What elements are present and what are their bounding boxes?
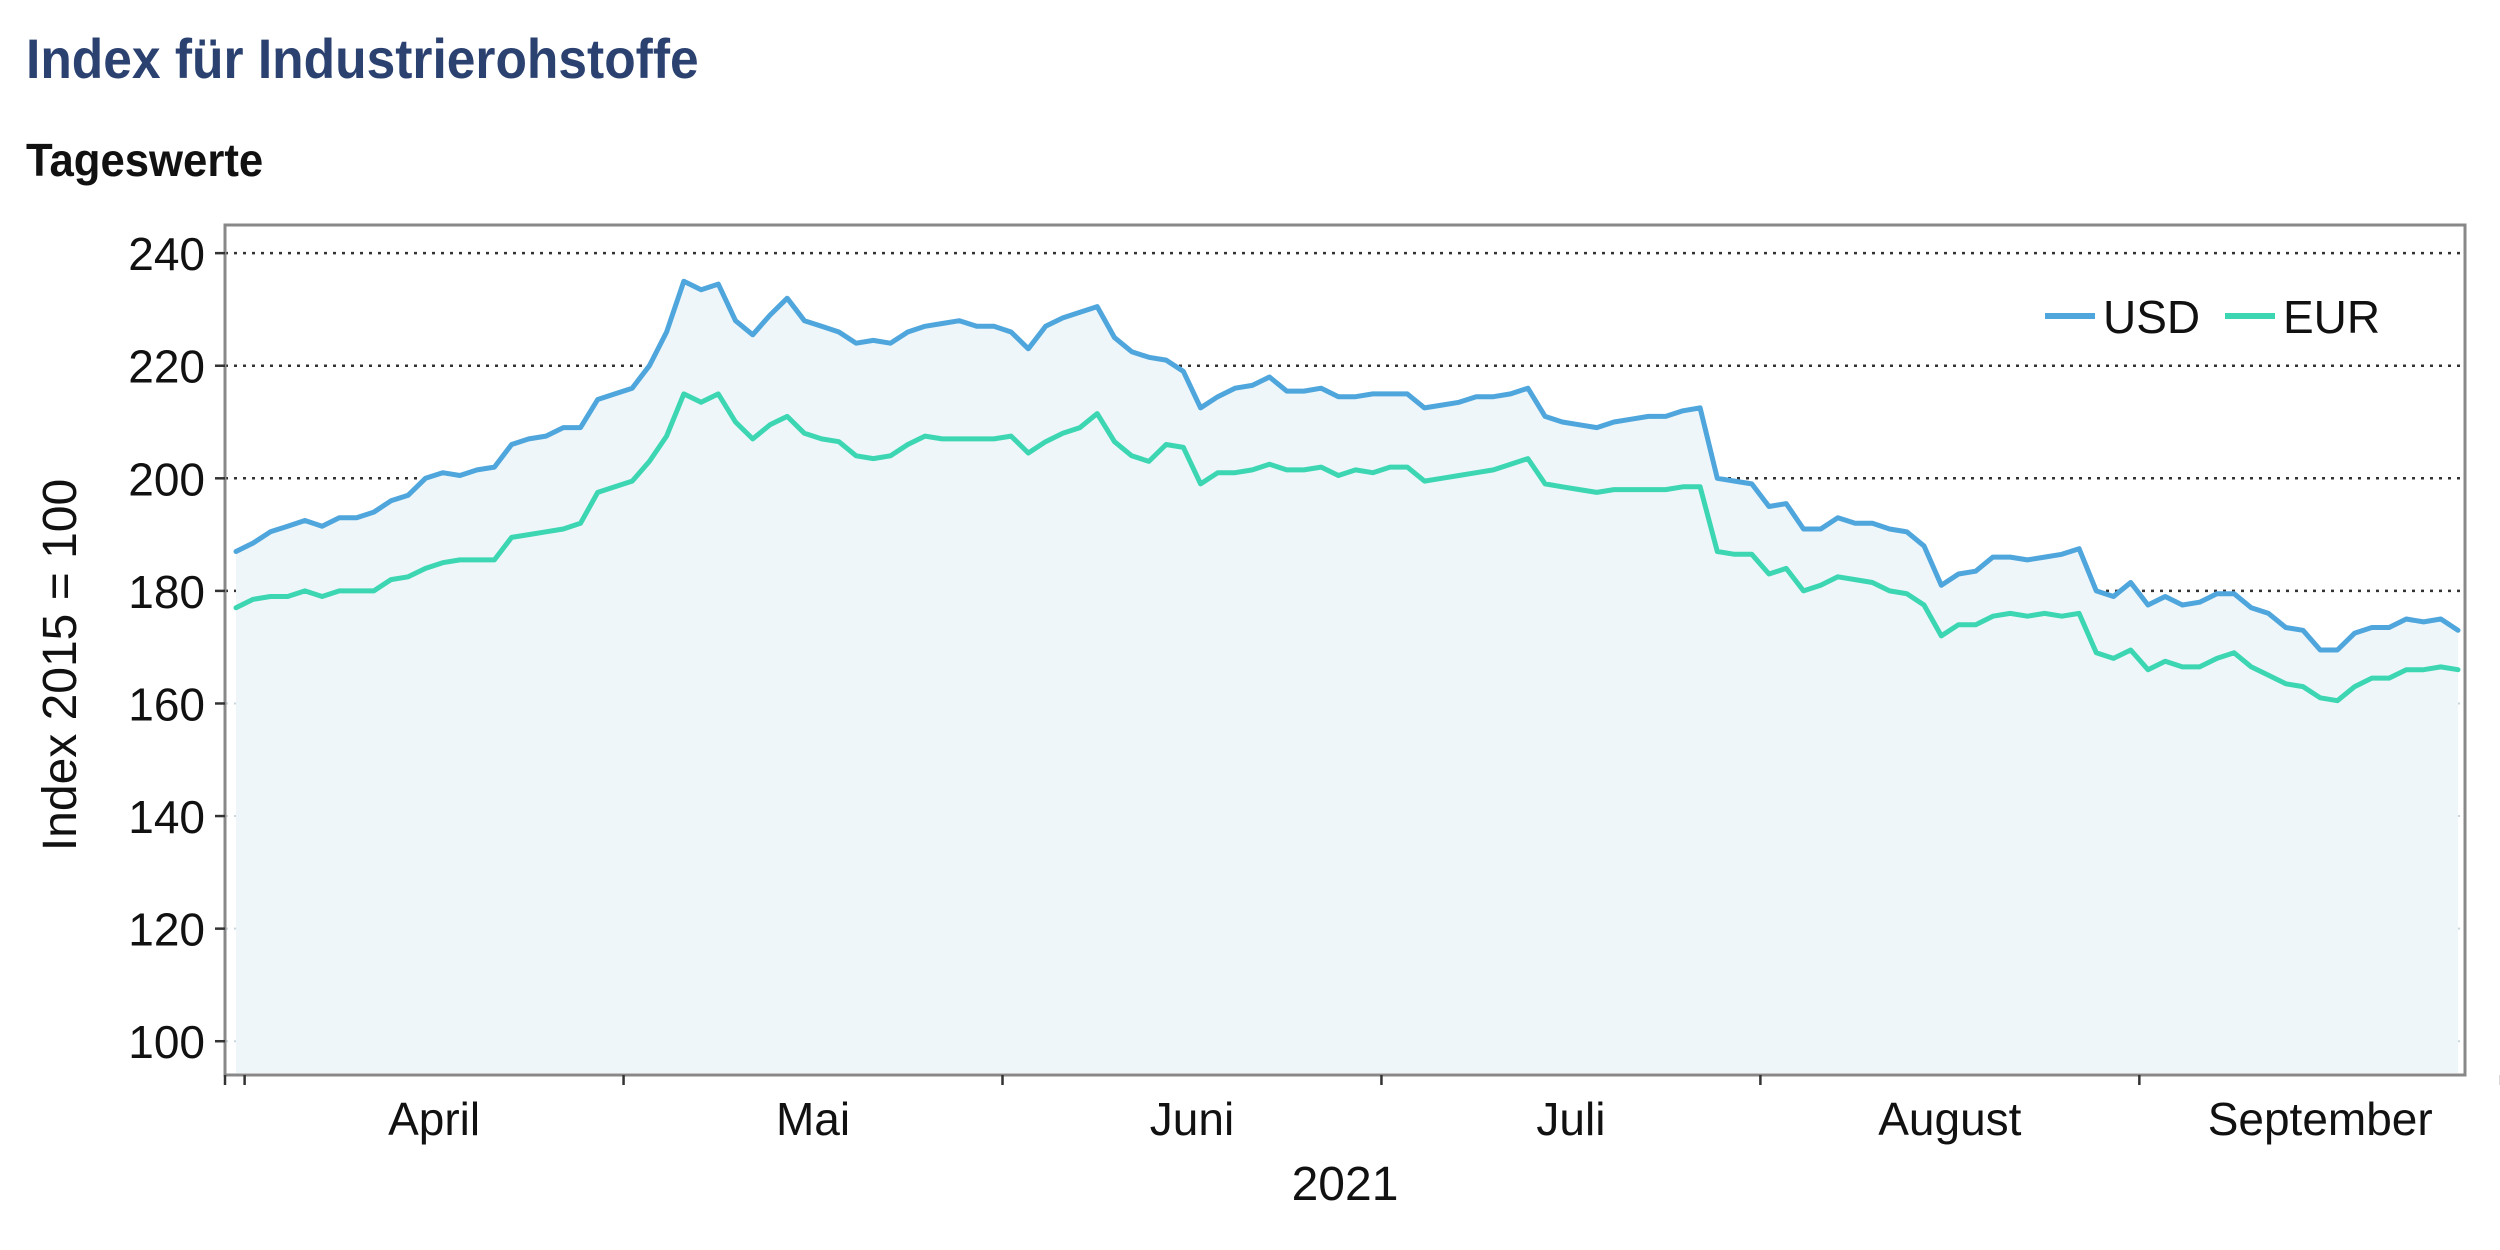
y-tick-label: 160 bbox=[128, 678, 205, 730]
x-tick-label-juli: Juli bbox=[1536, 1093, 1605, 1145]
x-tick-label-september: September bbox=[2208, 1093, 2433, 1145]
x-tick-label-april: April bbox=[388, 1093, 480, 1145]
legend: USD EUR bbox=[2045, 291, 2380, 343]
x-tick-label-august: August bbox=[1878, 1093, 2021, 1145]
legend-label-eur: EUR bbox=[2283, 291, 2380, 343]
series-lines bbox=[233, 278, 2461, 704]
axes: 100 120 140 160 180 200 220 240 Index 2015 = 100… bbox=[34, 228, 2500, 1211]
chart-title: Index für Industrierohstoffe bbox=[26, 27, 699, 90]
y-axis-label: Index 2015 = 100 bbox=[34, 479, 87, 851]
y-tick-label: 100 bbox=[128, 1016, 205, 1068]
x-tick-label-mai: Mai bbox=[776, 1093, 850, 1145]
chart-subtitle: Tageswerte bbox=[26, 134, 264, 186]
plot-frame bbox=[223, 223, 2467, 1077]
legend-label-usd: USD bbox=[2103, 291, 2200, 343]
y-tick-label: 180 bbox=[128, 566, 205, 618]
x-tick-label-juni: Juni bbox=[1150, 1093, 1234, 1145]
x-axis-label: 2021 bbox=[1292, 1158, 1399, 1211]
y-tick-label: 240 bbox=[128, 228, 205, 280]
series-line-usd bbox=[233, 278, 2461, 653]
usd-area-fill bbox=[236, 281, 2458, 1073]
y-tick-label: 200 bbox=[128, 453, 205, 505]
y-tick-label: 120 bbox=[128, 904, 205, 956]
y-tick-label: 220 bbox=[128, 341, 205, 393]
series-line-eur bbox=[233, 391, 2461, 704]
y-tick-label: 140 bbox=[128, 791, 205, 843]
